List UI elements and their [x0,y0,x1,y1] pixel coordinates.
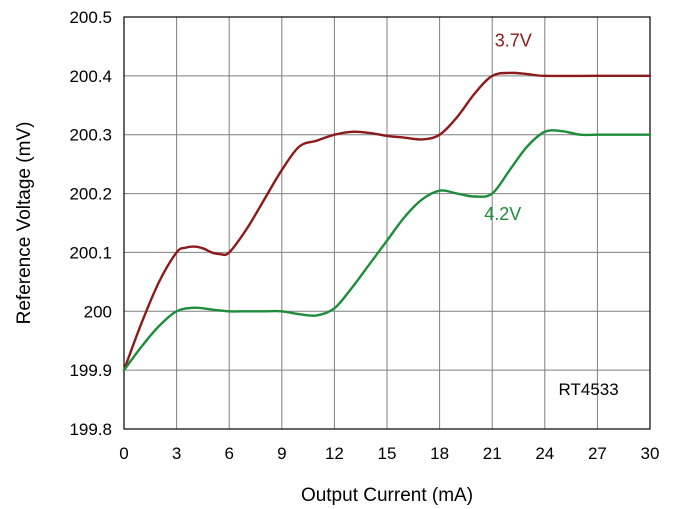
y-tick-label: 200.3 [69,126,112,145]
x-tick-label: 27 [588,444,607,463]
grid [123,16,651,430]
x-axis-title: Output Current (mA) [301,485,473,506]
x-tick-label: 3 [172,444,181,463]
y-axis-ticks: 200.5 200.4 200.3 200.2 200.1 200 199.9 199.8 [69,8,112,439]
device-annotation: RT4533 [559,380,619,399]
y-tick-label: 199.8 [69,420,112,439]
x-tick-label: 24 [535,444,554,463]
x-tick-label: 6 [224,444,233,463]
y-tick-label: 200.2 [69,185,112,204]
x-tick-label: 12 [325,444,344,463]
x-tick-label: 0 [119,444,128,463]
plot-frame [123,16,651,430]
y-axis-title: Reference Voltage (mV) [14,122,35,325]
series-line-2 [122,129,652,372]
y-tick-label: 200 [84,302,112,321]
x-tick-label: 9 [277,444,286,463]
series-lines [122,71,652,372]
series-label-2: 4.2V [484,204,521,224]
y-tick-label: 200.1 [69,243,112,262]
series-label-1: 3.7V [495,30,532,50]
y-tick-label: 199.9 [69,361,112,380]
y-tick-label: 200.5 [69,8,112,27]
series-labels: 3.7V 4.2V [484,30,532,224]
x-tick-label: 21 [483,444,502,463]
x-tick-label: 18 [430,444,449,463]
x-tick-label: 30 [641,444,660,463]
series-line-1 [122,71,652,372]
x-tick-label: 15 [378,444,397,463]
y-tick-label: 200.4 [69,67,112,86]
x-axis-ticks: 0 3 6 9 12 15 18 21 24 27 30 [119,444,659,463]
